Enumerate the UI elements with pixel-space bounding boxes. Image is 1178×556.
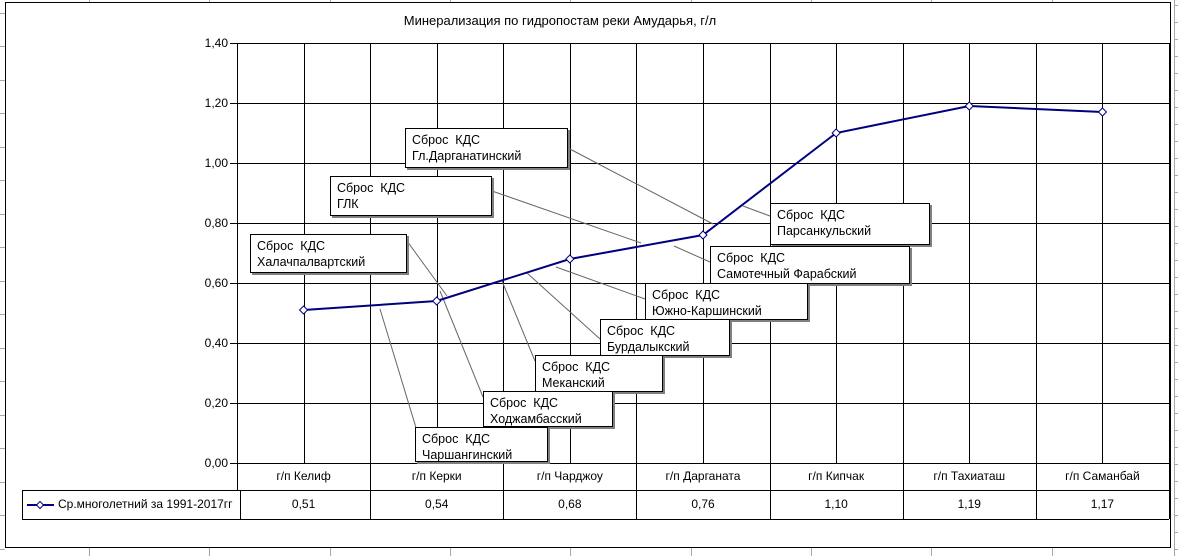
value-cell: 1,19: [957, 497, 981, 511]
y-tick-label: 1,40: [204, 36, 228, 50]
value-cell: 0,76: [691, 497, 715, 511]
annotation-box: Сброс КДС Ходжамбасский: [483, 391, 613, 427]
leader-line: [439, 290, 484, 398]
annotation-box: Сброс КДС Бурдалыкский: [600, 319, 730, 356]
y-tick-label: 0,00: [204, 456, 228, 470]
annotation-box: Сброс КДС Чаршангинский: [415, 427, 548, 462]
category-label: г/п Кипчак: [808, 469, 865, 483]
annotation-box: Сброс КДС Самотечный Фарабский: [710, 246, 910, 284]
category-label: г/п Керки: [411, 469, 462, 483]
annotation-box: Сброс КДС Меканский: [535, 355, 663, 392]
category-label: г/п Чарджоу: [536, 469, 603, 483]
data-point-marker: [831, 128, 841, 138]
y-tick-label: 0,40: [204, 336, 228, 350]
leader-line: [742, 205, 771, 217]
y-tick-label: 0,80: [204, 216, 228, 230]
data-point-marker: [432, 296, 442, 306]
value-cell: 1,17: [1090, 497, 1115, 511]
y-tick-label: 0,60: [204, 276, 228, 290]
data-point-marker: [565, 254, 575, 264]
leader-line: [673, 245, 711, 263]
y-tick-label: 1,00: [204, 156, 228, 170]
annotation-box: Сброс КДС ГЛК: [330, 176, 492, 216]
data-point-marker: [964, 101, 974, 111]
category-label: г/п Саманбай: [1065, 469, 1140, 483]
legend-label: Ср.многолетний за 1991-2017гг: [58, 497, 233, 511]
leader-line: [501, 280, 536, 362]
leader-line: [555, 266, 646, 300]
value-cell: 0,54: [425, 497, 449, 511]
leader-line: [567, 147, 714, 225]
category-label: г/п Келиф: [276, 469, 331, 483]
data-point-marker: [1097, 107, 1108, 117]
leader-line: [379, 308, 418, 432]
value-cell: 1,10: [824, 497, 848, 511]
annotation-box: Сброс КДС Гл.Дарганатинский: [405, 128, 568, 168]
value-cell: 0,68: [558, 497, 582, 511]
annotation-box: Сброс КДС Халачпалвартский: [250, 234, 407, 273]
value-cell: 0,51: [291, 497, 316, 511]
y-tick-label: 0,20: [204, 396, 228, 410]
chart-title: Минерализация по гидропостам реки Амудар…: [403, 13, 717, 28]
y-tick-label: 1,20: [204, 96, 228, 110]
leader-line: [406, 240, 448, 297]
leader-line: [491, 190, 642, 244]
leader-line: [526, 272, 601, 340]
annotation-box: Сброс КДС Южно-Каршинский: [645, 283, 808, 320]
legend-key-marker: [35, 500, 45, 510]
data-point-marker: [698, 230, 708, 240]
data-point-marker: [298, 305, 309, 315]
category-label: г/п Тахиаташ: [933, 469, 1006, 483]
legend-box: [22, 490, 241, 520]
annotation-box: Сброс КДС Парсанкульский: [770, 203, 930, 245]
category-label: г/п Дарганата: [665, 469, 741, 483]
chart-border: [5, 2, 1171, 548]
